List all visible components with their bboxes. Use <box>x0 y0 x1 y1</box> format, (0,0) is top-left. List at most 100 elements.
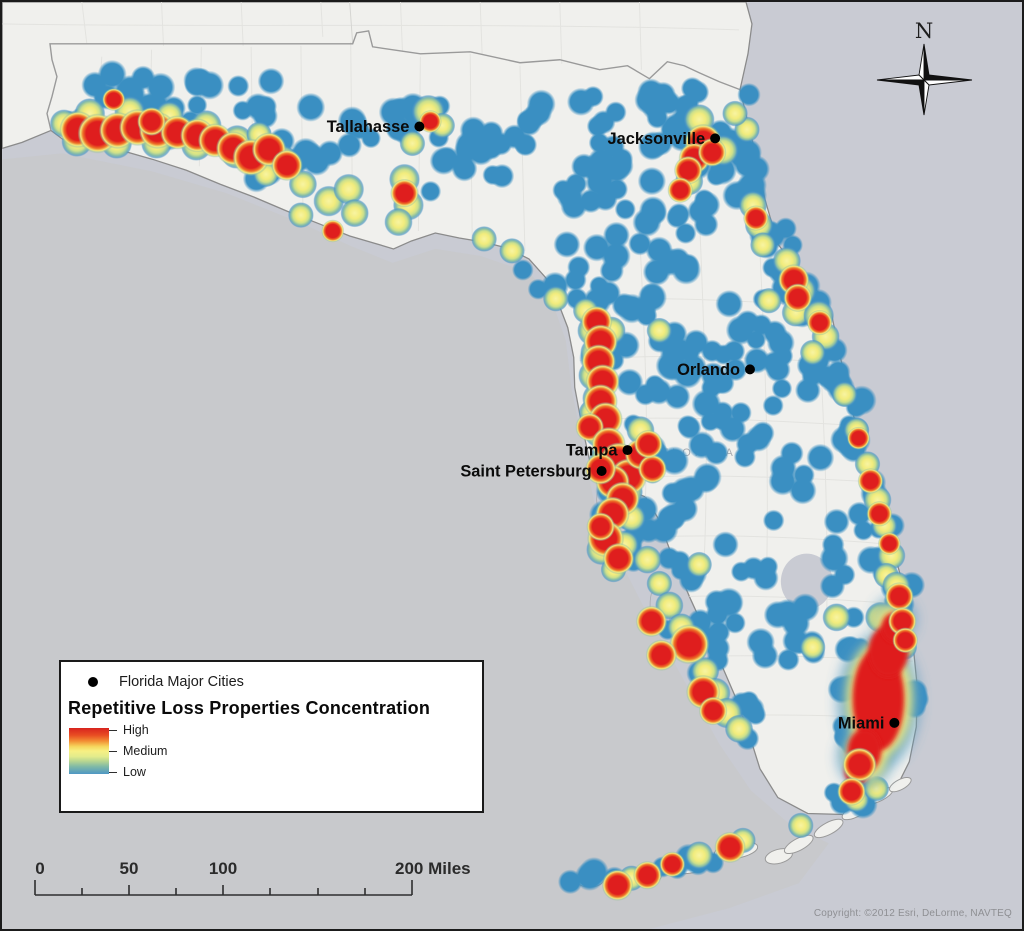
heat-dot-medium <box>787 812 814 839</box>
heat-dot-low <box>97 59 127 90</box>
heat-dot-low <box>706 165 727 187</box>
city-marker-jacksonville <box>710 133 721 144</box>
lake-okeechobee <box>780 553 833 610</box>
heat-dot-high <box>698 696 728 726</box>
scale-bar: 0 50 100 200 Miles <box>34 859 471 896</box>
heat-dot-low <box>704 589 729 615</box>
heat-dot-low <box>737 82 761 107</box>
heat-dot-high <box>842 747 877 783</box>
heat-dot-low <box>512 259 534 281</box>
heat-dot-low <box>687 197 714 225</box>
heat-dot-low <box>757 556 779 577</box>
heat-dot-low <box>772 345 794 367</box>
heat-dot-medium <box>340 198 369 228</box>
north-label: N <box>915 19 933 43</box>
heat-dot-low <box>526 89 556 119</box>
heat-dot-low <box>665 247 691 272</box>
legend-tick-medium <box>109 751 117 752</box>
heat-dot-low <box>644 374 666 396</box>
heat-dot-low <box>599 258 625 283</box>
heat-dot-medium <box>799 634 826 661</box>
heat-layer-high <box>59 88 919 902</box>
heat-dot-low <box>341 110 369 138</box>
heat-dot-high <box>637 454 667 484</box>
heat-dot-low <box>769 454 797 482</box>
scale-label-50: 50 <box>120 859 139 878</box>
scale-label-100: 100 <box>209 859 237 878</box>
heat-dot-high <box>866 500 893 527</box>
heat-dot-low <box>614 198 636 220</box>
heat-dot-high <box>892 627 919 654</box>
heat-dot-low <box>639 282 665 307</box>
heat-dot-high <box>601 869 634 902</box>
heat-dot-low <box>360 128 382 149</box>
heat-dot-low <box>664 383 691 410</box>
heat-dot-high <box>321 219 345 243</box>
scale-bar-ticks <box>34 880 413 896</box>
heat-dot-high <box>635 605 668 638</box>
city-label-jacksonville: Jacksonville <box>608 130 706 148</box>
city-label-tampa: Tampa <box>566 442 619 460</box>
heat-dot-medium <box>749 232 776 258</box>
heat-dot-low <box>821 533 845 557</box>
heat-dot-low <box>762 509 785 532</box>
legend-gradient-bar <box>69 728 109 774</box>
heat-dot-low <box>750 313 773 337</box>
heat-dot-high <box>667 177 694 204</box>
legend-cities-label: Florida Major Cities <box>119 674 244 690</box>
compass-star-icon <box>876 43 973 116</box>
heat-dot-low <box>792 463 815 487</box>
heat-dot-high <box>586 512 616 542</box>
heat-dot-low <box>823 508 850 535</box>
heat-dot-high <box>743 205 769 232</box>
heat-dot-high <box>271 149 303 182</box>
heat-dot-low <box>615 368 644 397</box>
heat-dot-low <box>641 92 670 121</box>
heat-dot-low <box>669 476 699 506</box>
heat-dot-low <box>145 72 176 102</box>
heat-dot-low <box>450 151 473 175</box>
heat-dot-low <box>712 531 739 558</box>
heat-dot-low <box>589 275 610 296</box>
heat-dot-low <box>574 861 605 891</box>
heat-dot-low <box>244 92 272 121</box>
heat-dot-low <box>711 409 733 432</box>
legend-tick-low <box>109 772 117 773</box>
heat-dot-low <box>771 378 793 399</box>
heat-dot-high <box>837 777 866 807</box>
heat-dot-low <box>378 97 409 127</box>
heat-dot-high <box>697 137 727 167</box>
city-marker-miami <box>889 717 900 728</box>
heat-dot-low <box>566 87 596 117</box>
heat-dot-low <box>482 164 504 186</box>
heat-dot-low <box>762 394 784 417</box>
heat-dot-low <box>676 414 699 437</box>
city-marker-tampa <box>622 445 633 456</box>
heat-dot-medium <box>384 207 413 237</box>
heat-dot-low <box>586 115 609 138</box>
heat-dot-low <box>463 125 491 153</box>
heat-dot-low <box>648 130 674 156</box>
heat-dot-medium <box>755 287 782 314</box>
heat-dot-high <box>645 639 678 672</box>
heat-dot-medium <box>471 226 498 252</box>
legend-level-high: High <box>123 723 149 737</box>
heat-dot-low <box>602 221 630 249</box>
heat-dot-low <box>296 92 326 122</box>
heat-dot-high <box>783 283 813 313</box>
legend-tick-high <box>109 730 117 731</box>
heat-dot-low <box>567 255 591 279</box>
heat-dot-high <box>659 851 686 878</box>
heat-dot-low <box>833 563 856 586</box>
heat-dot-medium <box>542 285 569 312</box>
heat-dot-low <box>186 94 208 116</box>
heat-dot-medium <box>822 603 851 632</box>
al-ga-border <box>349 2 354 44</box>
heat-dot-low <box>578 188 604 214</box>
heat-dot-low <box>610 147 634 171</box>
city-marker-saint-petersburg <box>596 465 607 476</box>
heat-dot-low <box>658 353 688 382</box>
heat-dot-low <box>564 172 588 196</box>
heat-dot-low <box>751 642 779 670</box>
city-marker-tallahasse <box>414 121 425 132</box>
